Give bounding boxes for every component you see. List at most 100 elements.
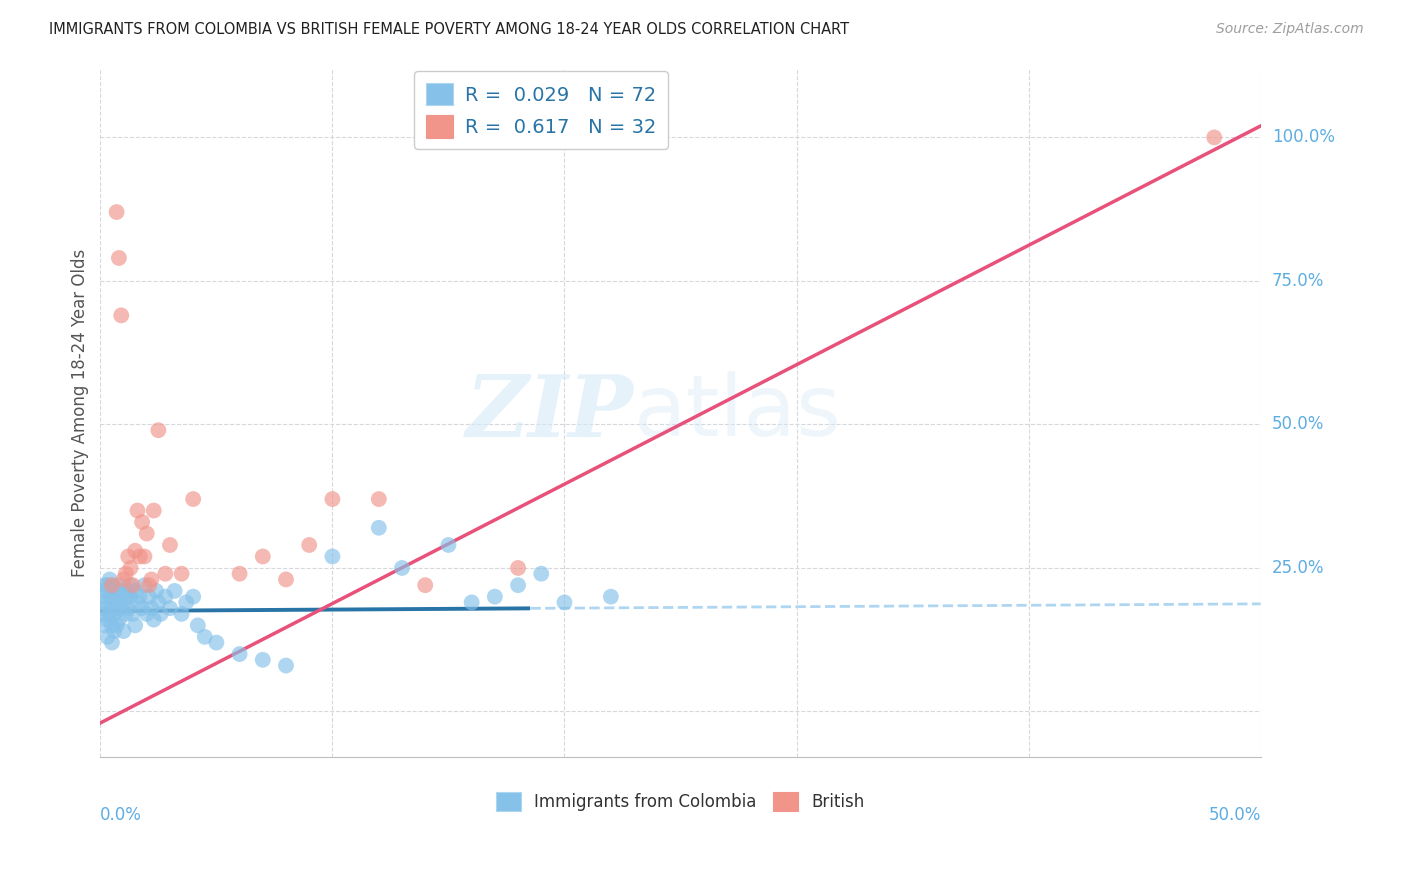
Point <box>181 590 204 604</box>
Point <box>96 630 118 644</box>
Point <box>108 590 131 604</box>
Point <box>120 590 142 604</box>
Point <box>91 607 114 621</box>
Point <box>121 578 143 592</box>
Text: 75.0%: 75.0% <box>1272 272 1324 290</box>
Point <box>321 549 343 564</box>
Point <box>194 630 217 644</box>
Point <box>94 618 117 632</box>
Text: 0.0%: 0.0% <box>100 805 142 823</box>
Point <box>128 549 150 564</box>
Point <box>155 566 177 581</box>
Point <box>298 538 321 552</box>
Point <box>108 613 131 627</box>
Point <box>148 595 170 609</box>
Point <box>142 503 165 517</box>
Point <box>134 578 156 592</box>
Point <box>110 583 132 598</box>
Point <box>149 607 172 621</box>
Point <box>159 538 181 552</box>
Point <box>128 590 150 604</box>
Point <box>134 549 156 564</box>
Point <box>105 618 128 632</box>
Point <box>91 590 114 604</box>
Point <box>96 578 118 592</box>
Point <box>117 601 139 615</box>
Point <box>599 590 621 604</box>
Point <box>484 590 506 604</box>
Point <box>117 549 139 564</box>
Point <box>103 607 125 621</box>
Point <box>121 607 143 621</box>
Point <box>124 583 146 598</box>
Point <box>117 583 139 598</box>
Text: 50.0%: 50.0% <box>1272 416 1324 434</box>
Point <box>101 578 124 592</box>
Point <box>131 601 153 615</box>
Text: 100.0%: 100.0% <box>1272 128 1334 146</box>
Text: 25.0%: 25.0% <box>1272 559 1324 577</box>
Point <box>110 601 132 615</box>
Point <box>367 491 389 506</box>
Point <box>170 607 193 621</box>
Point <box>141 573 163 587</box>
Point <box>155 590 177 604</box>
Point <box>101 618 124 632</box>
Point <box>108 251 131 265</box>
Point <box>115 590 138 604</box>
Point <box>135 526 157 541</box>
Point <box>163 583 186 598</box>
Text: ZIP: ZIP <box>467 371 634 455</box>
Y-axis label: Female Poverty Among 18-24 Year Olds: Female Poverty Among 18-24 Year Olds <box>72 249 89 577</box>
Point <box>437 538 460 552</box>
Point <box>159 601 181 615</box>
Point <box>103 590 125 604</box>
Point <box>506 578 529 592</box>
Point <box>94 578 117 592</box>
Point <box>391 561 413 575</box>
Point <box>127 595 149 609</box>
Point <box>98 590 121 604</box>
Legend: Immigrants from Colombia, British: Immigrants from Colombia, British <box>489 785 872 818</box>
Point <box>101 635 124 649</box>
Point <box>148 423 170 437</box>
Point <box>252 653 274 667</box>
Point <box>187 618 209 632</box>
Point <box>131 515 153 529</box>
Point <box>142 613 165 627</box>
Point <box>228 566 250 581</box>
Point <box>174 595 197 609</box>
Point <box>460 595 482 609</box>
Point <box>1204 130 1226 145</box>
Point <box>101 601 124 615</box>
Point <box>105 583 128 598</box>
Point <box>105 601 128 615</box>
Point <box>135 607 157 621</box>
Point <box>506 561 529 575</box>
Point <box>96 595 118 609</box>
Point <box>112 573 135 587</box>
Point <box>413 578 436 592</box>
Point <box>115 607 138 621</box>
Point <box>120 578 142 592</box>
Point <box>94 583 117 598</box>
Point <box>110 309 132 323</box>
Point <box>108 578 131 592</box>
Text: atlas: atlas <box>634 371 842 454</box>
Point <box>145 583 167 598</box>
Point <box>553 595 575 609</box>
Point <box>120 561 142 575</box>
Point <box>138 590 160 604</box>
Point <box>101 578 124 592</box>
Point <box>94 601 117 615</box>
Point <box>98 607 121 621</box>
Point <box>228 647 250 661</box>
Point <box>127 503 149 517</box>
Point <box>141 601 163 615</box>
Point <box>530 566 553 581</box>
Text: 50.0%: 50.0% <box>1208 805 1261 823</box>
Point <box>138 578 160 592</box>
Point <box>124 618 146 632</box>
Point <box>252 549 274 564</box>
Point <box>367 521 389 535</box>
